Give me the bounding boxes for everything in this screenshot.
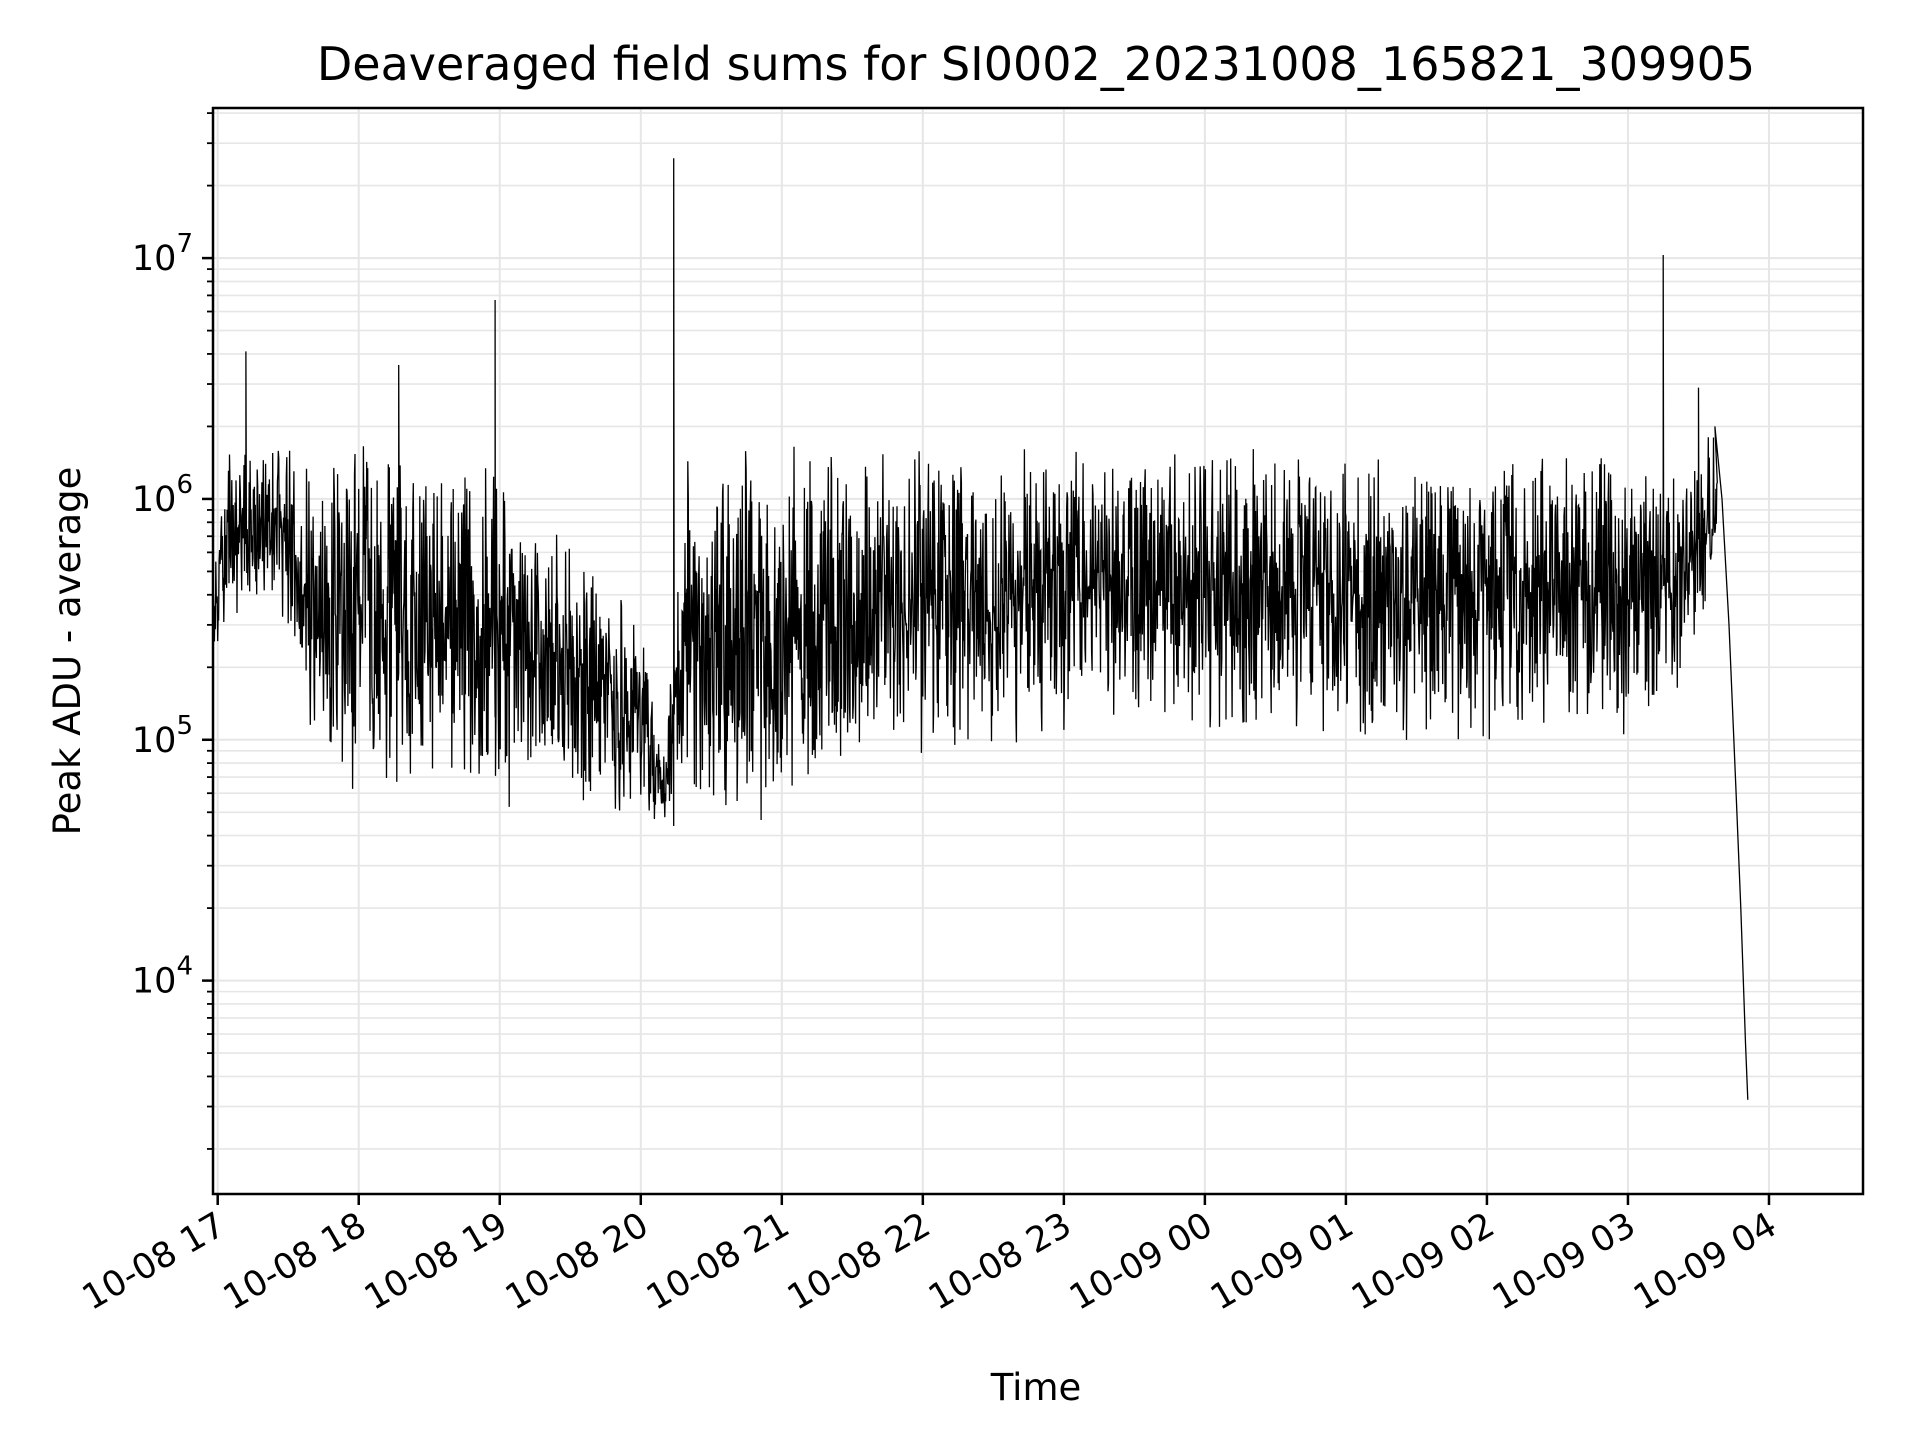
y-tick-label: 105 [132, 711, 193, 761]
plot-frame [211, 106, 1865, 1196]
y-tick-label: 107 [132, 229, 193, 279]
x-tick-label: 10-08 18 [217, 1205, 373, 1318]
y-tick-label: 106 [132, 470, 193, 520]
x-tick-label: 10-09 04 [1627, 1205, 1783, 1318]
series-line [212, 158, 1749, 1100]
x-tick-label: 10-08 23 [922, 1205, 1078, 1318]
x-tick-label: 10-08 19 [358, 1205, 514, 1318]
x-tick-label: 10-09 03 [1486, 1205, 1642, 1318]
x-tick-label: 10-09 01 [1204, 1205, 1360, 1318]
series-path [212, 158, 1749, 1100]
grid [213, 108, 1863, 1194]
y-axis-label: Peak ADU - average [46, 467, 89, 836]
x-tick-label: 10-08 21 [640, 1205, 796, 1318]
x-tick-label: 10-08 20 [499, 1205, 655, 1318]
x-axis-label: Time [990, 1366, 1082, 1409]
x-tick-label: 10-08 17 [76, 1205, 232, 1318]
x-tick-label: 10-08 22 [781, 1205, 937, 1318]
y-axis: 104 105 106 107 [132, 112, 213, 1150]
chart-title: Deaveraged field sums for SI0002_2023100… [317, 37, 1755, 91]
y-tick-label: 104 [132, 952, 193, 1002]
x-tick-label: 10-09 00 [1063, 1205, 1219, 1318]
x-tick-label: 10-09 02 [1345, 1205, 1501, 1318]
